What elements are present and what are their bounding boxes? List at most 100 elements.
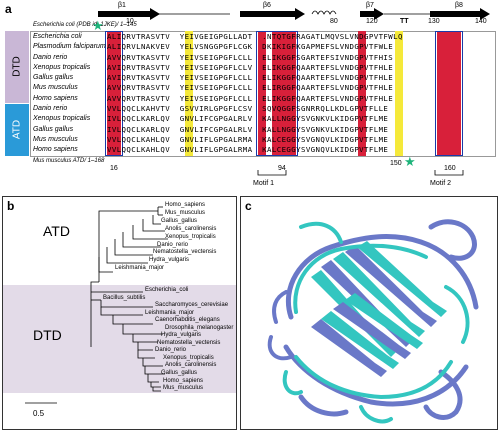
leaf: Danio_rerio — [157, 241, 189, 248]
helix-icon — [311, 10, 337, 15]
leaf: Gallus_gallus — [161, 370, 198, 377]
sequence-row: ALIQRVTRASVTV YEIVGEIGPGLLADT .NTQTGFRAG… — [107, 32, 403, 41]
box-outline — [435, 31, 463, 156]
leaf: Saccharomyces_cerevisiae — [155, 302, 229, 309]
leaf: Gallus_gallus — [161, 217, 198, 224]
conserved-column — [258, 31, 266, 156]
leaf: Danio_rerio — [155, 347, 187, 354]
group-dtd: DTD — [5, 31, 29, 103]
species-list-atd: Danio rerio Xenopus tropicalis Gallus ga… — [33, 104, 90, 155]
leaf: Hydra_vulgaris — [161, 332, 202, 339]
arrow-icon — [98, 8, 160, 20]
leaf: Xenopus_tropicalis — [163, 354, 214, 361]
leaf: Nematostella_vectensis — [153, 249, 217, 256]
sequence-row: VVLQQCLKAHLQV GNVLIFLGPGALRMA KALCEGGYSV… — [107, 134, 389, 144]
leaf: Leishmania_major — [145, 309, 195, 316]
species-name: Danio rerio — [33, 105, 68, 112]
leaf: Nematostella_vectensis — [157, 339, 221, 346]
species-name: Homo sapiens — [33, 146, 78, 154]
leaf: Bacillus_subtilis — [103, 294, 146, 301]
conserved-column — [272, 31, 296, 156]
similar-column — [395, 31, 403, 156]
sequence-block-dtd: ALIQRVTRASVTV YEIVGEIGPGLLADT .NTQTGFRAG… — [107, 32, 403, 104]
sequence-row: AVIQRVTKASVTV YEIVSEIGPGFLCLL ELIKGGFQAA… — [107, 73, 394, 83]
group-atd-label: ATD — [11, 119, 23, 140]
box-outline — [256, 31, 298, 156]
group-dtd-label: DTD — [11, 56, 23, 77]
panel-b: b ATD DTD — [2, 196, 237, 430]
sequence-block-atd: VVLQQCLKAHVTV GSVVIRLGPGFLCSV SQVQGGFSGN… — [107, 104, 388, 155]
sequence-row: AVIQRVTRASVTV YEIVSEIGPGFLCLV ELIKGGFQAA… — [107, 62, 394, 72]
phylo-tree — [25, 206, 168, 404]
sequence-row: IVLQQCLKARLQV GNVLIFCGPGALRLV KALLNGGYSV… — [107, 124, 389, 134]
atd-clade-label: ATD — [43, 223, 70, 239]
footer-note: Mus musculus ATD/ 1–168 — [33, 158, 105, 164]
ruler-120: 120 — [366, 18, 378, 25]
star-icon: ★ — [404, 154, 416, 169]
panel-a-label: a — [5, 2, 12, 16]
species-name: Gallus gallus — [33, 74, 74, 82]
species-name: Plasmodium falciparum — [33, 43, 106, 51]
panel-c-label: c — [245, 199, 252, 213]
leaf: Drosophila_melanogaster — [165, 324, 234, 331]
leaf: Hydra_vulgaris — [149, 257, 190, 264]
ss-beta1: β1 — [118, 2, 126, 9]
species-name: Xenopus tropicalis — [33, 63, 91, 71]
dtd-region — [3, 285, 236, 393]
ss-beta7: β7 — [366, 2, 374, 9]
ss-beta6: β6 — [263, 2, 271, 9]
leaf: Homo_sapiens — [165, 202, 206, 208]
species-list-dtd: Escherichia coli Plasmodium falciparum D… — [33, 32, 106, 104]
conserved-column — [107, 31, 121, 156]
leaf: Homo_sapiens — [163, 377, 204, 384]
arrow-icon — [240, 8, 305, 20]
dtd-leaves: Escherichia_coli Bacillus_subtilis Sacch… — [103, 287, 233, 393]
box-outline — [105, 31, 123, 156]
species-name: Danio rerio — [33, 53, 68, 61]
group-atd: ATD — [5, 104, 29, 156]
sequence-row: VVLQQCLKAHVTV GSVVIRLGPGFLCSV SQVQGGFSGN… — [107, 104, 389, 113]
secondary-structure — [98, 8, 490, 20]
dtd-clade-label: DTD — [33, 327, 62, 343]
leaf: Leishmania_major — [115, 265, 165, 272]
star-icon: ★ — [92, 18, 104, 33]
species-name: Mus musculus — [33, 84, 78, 92]
leaf: Mus_musculus — [165, 209, 206, 216]
panel-b-label: b — [7, 199, 15, 213]
ruler-140: 140 — [475, 18, 487, 25]
sequence-row: AVVQRVTRASVTV YEIVSEIGPGFLCLL ELIRGGFQAA… — [107, 83, 394, 93]
panel-c: c — [240, 196, 498, 430]
species-name: Mus musculus — [33, 135, 78, 143]
arrow-icon — [430, 8, 490, 20]
species-name: Escherichia coli — [33, 33, 82, 40]
ruler-16: 16 — [110, 165, 118, 172]
arrow-icon — [360, 8, 384, 20]
leaf: Mus_musculus — [163, 385, 204, 392]
sequence-row: IVLQQCLKARLQV GNVLIFCGPGALRLV KALLNGGYSV… — [107, 114, 389, 124]
leaf: Anolis_carolinensis — [165, 362, 217, 369]
ss-beta8: β8 — [455, 2, 463, 9]
leaf: Xenopus_tropicalis — [165, 233, 216, 240]
species-name: Homo sapiens — [33, 94, 78, 102]
species-name: Gallus gallus — [33, 125, 74, 133]
motif-brackets — [257, 170, 464, 176]
sequence-row: AVVQRVTKASVTV YEIVSEIGPGFLCLL ELIKGGFSGA… — [107, 52, 394, 62]
conserved-column — [437, 31, 461, 156]
ruler-160: 160 — [444, 165, 456, 172]
ruler-10: 10 — [126, 18, 134, 25]
similar-column — [185, 31, 193, 156]
motif-1-label: Motif 1 — [253, 180, 275, 187]
header-note: Escherichia coli (PDB id: 1JKE)/ 1–145 — [33, 22, 137, 28]
species-name: Xenopus tropicalis — [33, 115, 91, 123]
ruler-94: 94 — [278, 165, 286, 172]
protein-structure — [267, 219, 479, 424]
leaf: Escherichia_coli — [145, 287, 189, 293]
ruler-80: 80 — [330, 18, 338, 25]
motif-2-label: Motif 2 — [430, 180, 452, 187]
ruler-150: 150 — [390, 160, 402, 167]
sequence-row: ALIQRVLNAKVEV YELVSNGGPGFLCGK DKIKIGFKGA… — [107, 42, 394, 52]
ruler-130: 130 — [428, 18, 440, 25]
leaf: Anolis_carolinensis — [165, 225, 217, 232]
sequence-row: VVLQQCLKAHLQV GNVLIFLGPGALRMA KALCEGGYSV… — [107, 145, 389, 155]
atd-leaves: Homo_sapiens Mus_musculus Gallus_gallus … — [115, 202, 217, 273]
